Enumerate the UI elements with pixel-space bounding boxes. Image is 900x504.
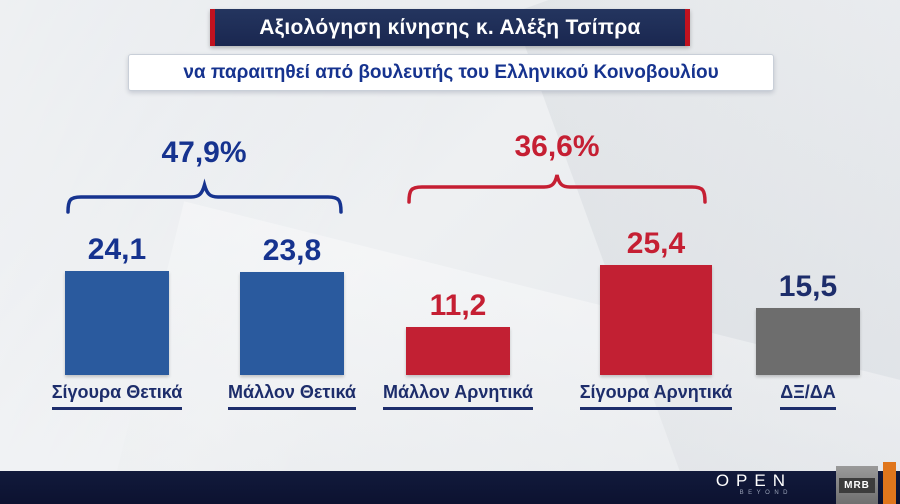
bar-column: 23,8 Μάλλον Θετικά (202, 225, 382, 460)
open-logo: OPEN BEYOND (715, 471, 792, 497)
bar-value-label: 24,1 (87, 233, 147, 266)
bar-category-label: Μάλλον Θετικά (228, 382, 356, 410)
bar (240, 272, 344, 375)
bar-value-label: 25,4 (626, 227, 686, 260)
footer-bar (0, 471, 900, 504)
bar-category-label: Σίγουρα Θετικά (51, 382, 183, 410)
open-beyond-text: BEYOND (739, 490, 792, 496)
bar (600, 265, 712, 375)
orange-strip (883, 462, 896, 504)
bar (406, 327, 510, 375)
bar-value-label: 23,8 (262, 234, 322, 267)
bracket-negative-icon (407, 174, 707, 204)
bar (756, 308, 860, 375)
open-logo-text: OPEN (715, 471, 792, 490)
bar-category-label: Σίγουρα Αρνητικά (579, 382, 733, 410)
bar-column: 11,2 Μάλλον Αρνητικά (368, 225, 548, 460)
bar (65, 271, 169, 375)
bar-category-label: Μάλλον Αρνητικά (383, 382, 533, 410)
bar-column: 25,4 Σίγουρα Αρνητικά (566, 225, 746, 460)
subtitle-bar: να παραιτηθεί από βουλευτής του Ελληνικο… (128, 54, 774, 91)
bracket-positive-icon (66, 178, 343, 214)
page-subtitle: να παραιτηθεί από βουλευτής του Ελληνικο… (183, 61, 719, 83)
mrb-logo-text: MRB (839, 477, 875, 493)
mrb-logo: MRB (836, 466, 878, 504)
bar-value-label: 11,2 (429, 289, 487, 322)
bar-category-label: ΔΞ/ΔΑ (780, 382, 836, 410)
group-total-positive-label: 47,9% (161, 136, 247, 169)
group-total-negative-label: 36,6% (514, 130, 600, 163)
title-bar: Αξιολόγηση κίνησης κ. Αλέξη Τσίπρα (210, 9, 690, 46)
page-title: Αξιολόγηση κίνησης κ. Αλέξη Τσίπρα (259, 15, 641, 39)
bar-chart: 47,9% 36,6% 24,1 Σίγουρα Θετικά 23,8 Μάλλον… (0, 95, 900, 435)
bar-column: 24,1 Σίγουρα Θετικά (27, 225, 207, 460)
bar-column: 15,5 ΔΞ/ΔΑ (718, 225, 898, 460)
bar-value-label: 15,5 (778, 270, 838, 303)
